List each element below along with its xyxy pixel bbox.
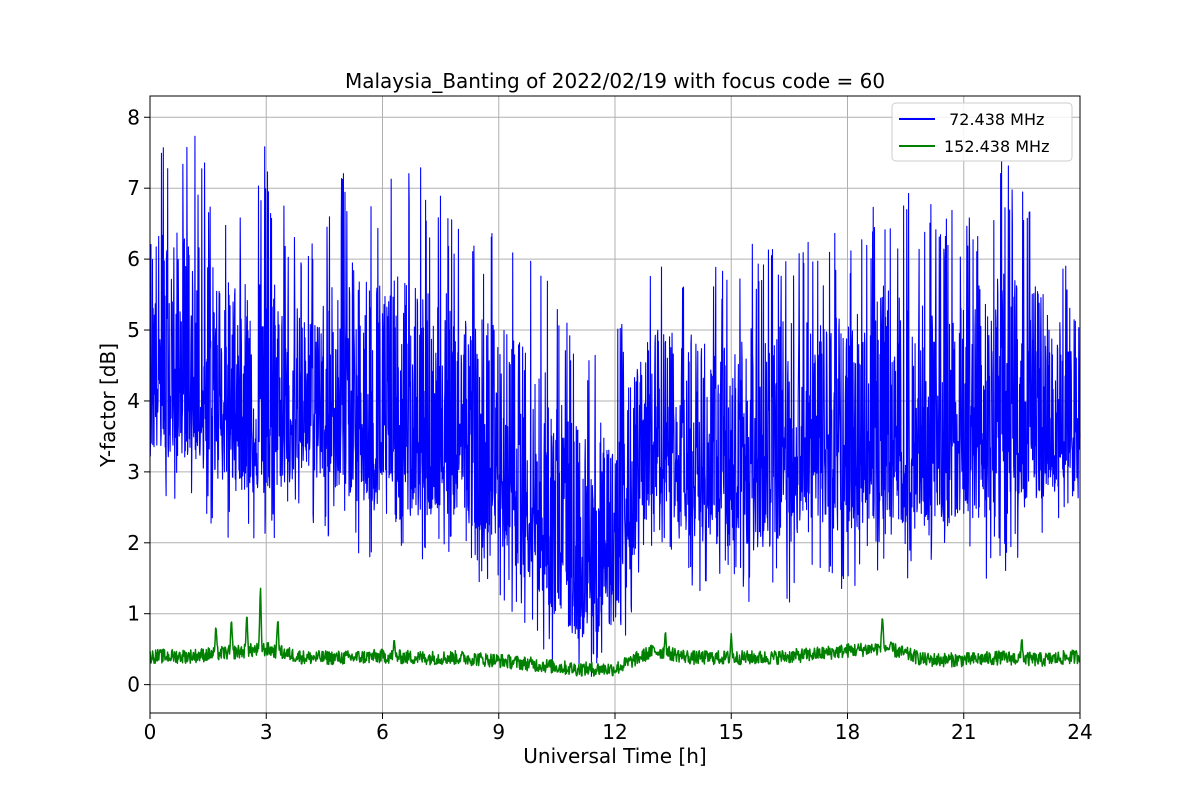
y-tick-label: 1 [127,602,140,626]
legend-box [891,102,1073,162]
chart-title: Malaysia_Banting of 2022/02/19 with focu… [345,69,885,93]
series-line-72mhz [149,135,1081,677]
y-tick-label: 5 [127,318,140,342]
y-axis-label: Y-factor [dB] [96,343,120,468]
x-tick-label: 21 [951,720,976,744]
x-tick-label: 15 [719,720,744,744]
x-tick-label: 12 [602,720,627,744]
x-tick-label: 18 [835,720,860,744]
y-tick-label: 7 [127,176,140,200]
legend: 72.438 MHz 152.438 MHz [891,102,1073,162]
x-tick-label: 24 [1067,720,1092,744]
y-tick-label: 4 [127,389,140,413]
series-layer [149,135,1081,677]
legend-label-72mhz: 72.438 MHz [944,110,1044,129]
x-tick-label: 6 [376,720,389,744]
x-tick-label: 9 [492,720,505,744]
y-tick-label: 8 [127,105,140,129]
series-line-152mhz [149,587,1081,677]
legend-label-152mhz: 152.438 MHz [944,137,1049,156]
y-tick-label: 0 [127,673,140,697]
y-tick-label: 3 [127,460,140,484]
x-tick-label: 3 [260,720,273,744]
y-tick-label: 2 [127,531,140,555]
x-tick-label: 0 [144,720,157,744]
x-axis-label: Universal Time [h] [523,744,706,768]
y-tick-label: 6 [127,247,140,271]
